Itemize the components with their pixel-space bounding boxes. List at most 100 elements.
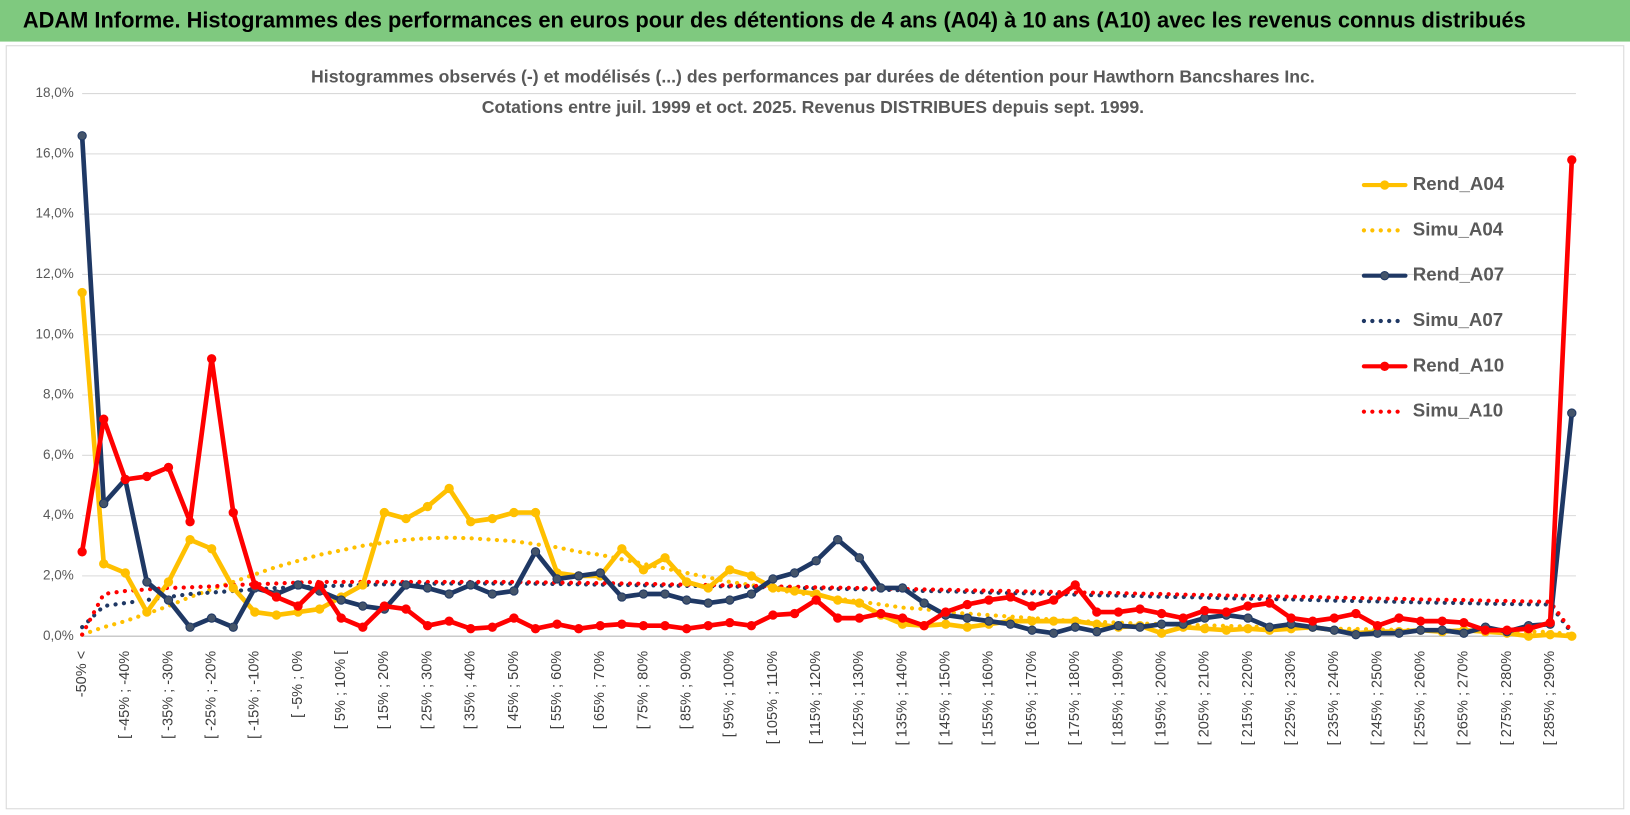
point [1048,595,1059,605]
point [206,613,217,623]
point [422,620,433,631]
point [833,595,843,605]
point [1480,625,1491,635]
point [919,620,929,631]
x-tick-label: [ -5% ; 0% [290,651,306,718]
chart-subtitle: Cotations entre juil. 1999 et oct. 2025.… [482,97,1144,117]
x-tick-label: [ 175% ; 180% [1067,651,1083,746]
point [379,601,390,611]
point [1351,608,1361,619]
point [1459,628,1469,638]
x-tick-label: [ 145% ; 150% [938,651,954,746]
point [725,595,735,605]
point [206,544,217,554]
observed-line [79,133,1575,637]
point [1523,623,1534,634]
point [530,623,541,634]
point [487,622,497,632]
point [185,535,195,545]
y-tick-label: 6,0% [43,447,74,462]
point [401,513,411,524]
chart-title: Histogrammes observés (-) et modélisés (… [311,67,1315,87]
point [638,565,649,575]
point [768,610,778,620]
x-tick-label: [ 85% ; 90% [678,651,694,730]
x-tick-label: [ 195% ; 200% [1153,651,1169,746]
x-tick-label: [ 75% ; 80% [635,651,651,730]
point [314,580,325,590]
point [1113,620,1124,631]
point [941,619,951,629]
point [1156,628,1167,638]
y-tick-label: 10,0% [36,326,74,341]
point [1545,617,1555,628]
point [854,553,865,563]
point [919,598,929,608]
point [1135,622,1145,632]
x-tick-label: [ 255% ; 260% [1413,651,1429,746]
point [466,516,476,527]
point [1567,631,1577,641]
point [77,287,87,298]
point [1048,628,1059,638]
point [595,620,605,631]
point [1135,604,1145,614]
point [271,592,282,602]
point [1264,622,1275,632]
point [854,598,865,608]
legend-label: Rend_A07 [1413,264,1504,285]
point [941,607,951,617]
point [681,577,692,587]
x-tick-label: [ 245% ; 250% [1369,651,1385,746]
point [725,617,735,628]
legend-marker [1379,180,1390,190]
point [509,507,519,518]
point [530,547,541,557]
x-tick-label: [ 125% ; 130% [851,651,867,746]
point [120,568,130,578]
point [1243,613,1253,623]
point [638,620,649,631]
point [314,604,325,614]
point [1545,630,1555,640]
legend-label: Simu_A07 [1413,309,1503,330]
point [962,599,972,610]
point [1264,598,1275,608]
point [617,619,627,629]
point [1415,625,1426,635]
point [897,583,908,593]
x-tick-label: [ 285% ; 290% [1542,651,1558,746]
legend-label: Rend_A04 [1413,173,1505,194]
point [293,601,303,611]
point [1243,623,1253,634]
point [833,613,843,623]
point [1437,616,1447,626]
point [1156,608,1167,619]
point [681,623,692,634]
header-title: ADAM Informe. Histogrammes des performan… [23,8,1526,33]
x-tick-label: [ -15% ; -10% [247,651,263,739]
point [509,586,519,596]
point [1200,623,1210,634]
point [573,571,584,581]
x-tick-label: [ 215% ; 220% [1240,651,1256,746]
point [1027,601,1037,611]
point [1092,607,1102,617]
point [1351,630,1361,640]
y-tick-label: 0,0% [43,628,74,643]
point [401,580,411,590]
x-tick-label: [ -25% ; -20% [204,651,220,739]
point [1221,607,1232,617]
x-tick-label: [ 35% ; 40% [463,651,479,730]
point [1070,580,1080,590]
point [77,131,87,141]
legend-label: Simu_A10 [1413,400,1503,421]
point [1394,628,1404,638]
point [746,589,757,599]
point [444,616,454,626]
point [99,498,109,509]
point [206,354,217,364]
x-tick-label: [ -35% ; -30% [160,651,176,739]
point [552,574,562,584]
